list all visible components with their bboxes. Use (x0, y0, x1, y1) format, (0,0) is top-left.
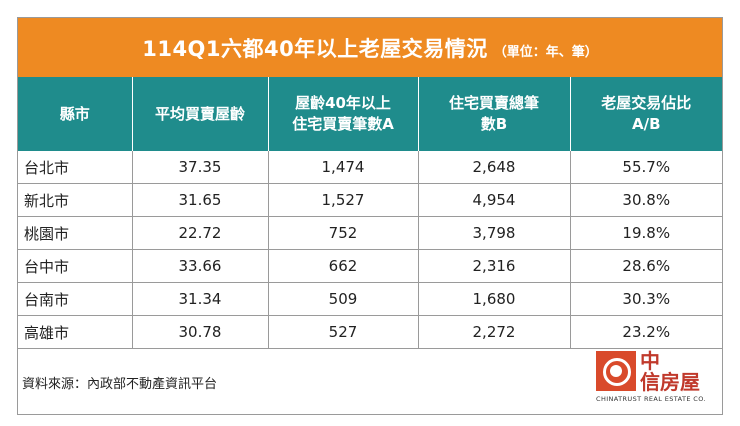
cell-old-count: 752 (268, 216, 419, 250)
cell-city: 新北市 (18, 183, 133, 217)
table-title: 114Q1六都40年以上老屋交易情況 (142, 36, 488, 61)
cell-ratio: 28.6% (570, 249, 722, 283)
logo-text: 中信房屋 (640, 349, 700, 394)
source-note: 資料來源：內政部不動產資訊平台 (22, 377, 218, 392)
header-old-count: 屋齡40年以上 住宅買賣筆數A (268, 77, 419, 151)
cell-city: 台南市 (18, 282, 133, 316)
cell-avg-age: 31.34 (132, 282, 269, 316)
cell-avg-age: 37.35 (132, 151, 269, 184)
cell-city: 桃園市 (18, 216, 133, 250)
cell-old-count: 509 (268, 282, 419, 316)
header-ratio: 老屋交易佔比 A/B (570, 77, 722, 151)
data-table: 縣市 平均買賣屋齡 屋齡40年以上 住宅買賣筆數A 住宅買賣總筆 數B 老屋交易佔比… (18, 77, 722, 349)
cell-city: 高雄市 (18, 315, 133, 349)
cell-ratio: 30.3% (570, 282, 722, 316)
cell-ratio: 23.2% (570, 315, 722, 349)
header-total-count: 住宅買賣總筆 數B (418, 77, 571, 151)
cell-old-count: 1,474 (268, 151, 419, 184)
title-bar: 114Q1六都40年以上老屋交易情況 （單位：年、筆） (18, 18, 722, 77)
table-row: 新北市 31.65 1,527 4,954 30.8% (18, 183, 722, 217)
table-row: 台中市 33.66 662 2,316 28.6% (18, 249, 722, 283)
table-row: 台北市 37.35 1,474 2,648 55.7% (18, 151, 722, 184)
cell-ratio: 55.7% (570, 151, 722, 184)
header-avg-age: 平均買賣屋齡 (132, 77, 269, 151)
header-city: 縣市 (18, 77, 133, 151)
cell-old-count: 1,527 (268, 183, 419, 217)
cell-avg-age: 33.66 (132, 249, 269, 283)
cell-total-count: 1,680 (418, 282, 571, 316)
cell-city: 台北市 (18, 151, 133, 184)
table-frame: 114Q1六都40年以上老屋交易情況 （單位：年、筆） 縣市 平均買賣屋齡 屋齡… (17, 17, 723, 415)
cell-old-count: 662 (268, 249, 419, 283)
logo-english: CHINATRUST REAL ESTATE CO. (596, 395, 706, 403)
cell-avg-age: 31.65 (132, 183, 269, 217)
cell-total-count: 4,954 (418, 183, 571, 217)
cell-total-count: 2,648 (418, 151, 571, 184)
company-logo: 中信房屋 CHINATRUST REAL ESTATE CO. (596, 351, 720, 413)
cell-total-count: 2,316 (418, 249, 571, 283)
table-unit: （單位：年、筆） (493, 44, 598, 60)
cell-ratio: 30.8% (570, 183, 722, 217)
table-row: 高雄市 30.78 527 2,272 23.2% (18, 315, 722, 349)
table-row: 桃園市 22.72 752 3,798 19.8% (18, 216, 722, 250)
cell-total-count: 2,272 (418, 315, 571, 349)
cell-old-count: 527 (268, 315, 419, 349)
cell-avg-age: 30.78 (132, 315, 269, 349)
cell-total-count: 3,798 (418, 216, 571, 250)
logo-emblem-icon (596, 351, 636, 391)
cell-city: 台中市 (18, 249, 133, 283)
cell-avg-age: 22.72 (132, 216, 269, 250)
table-row: 台南市 31.34 509 1,680 30.3% (18, 282, 722, 316)
cell-ratio: 19.8% (570, 216, 722, 250)
header-row: 縣市 平均買賣屋齡 屋齡40年以上 住宅買賣筆數A 住宅買賣總筆 數B 老屋交易佔比… (18, 77, 722, 151)
